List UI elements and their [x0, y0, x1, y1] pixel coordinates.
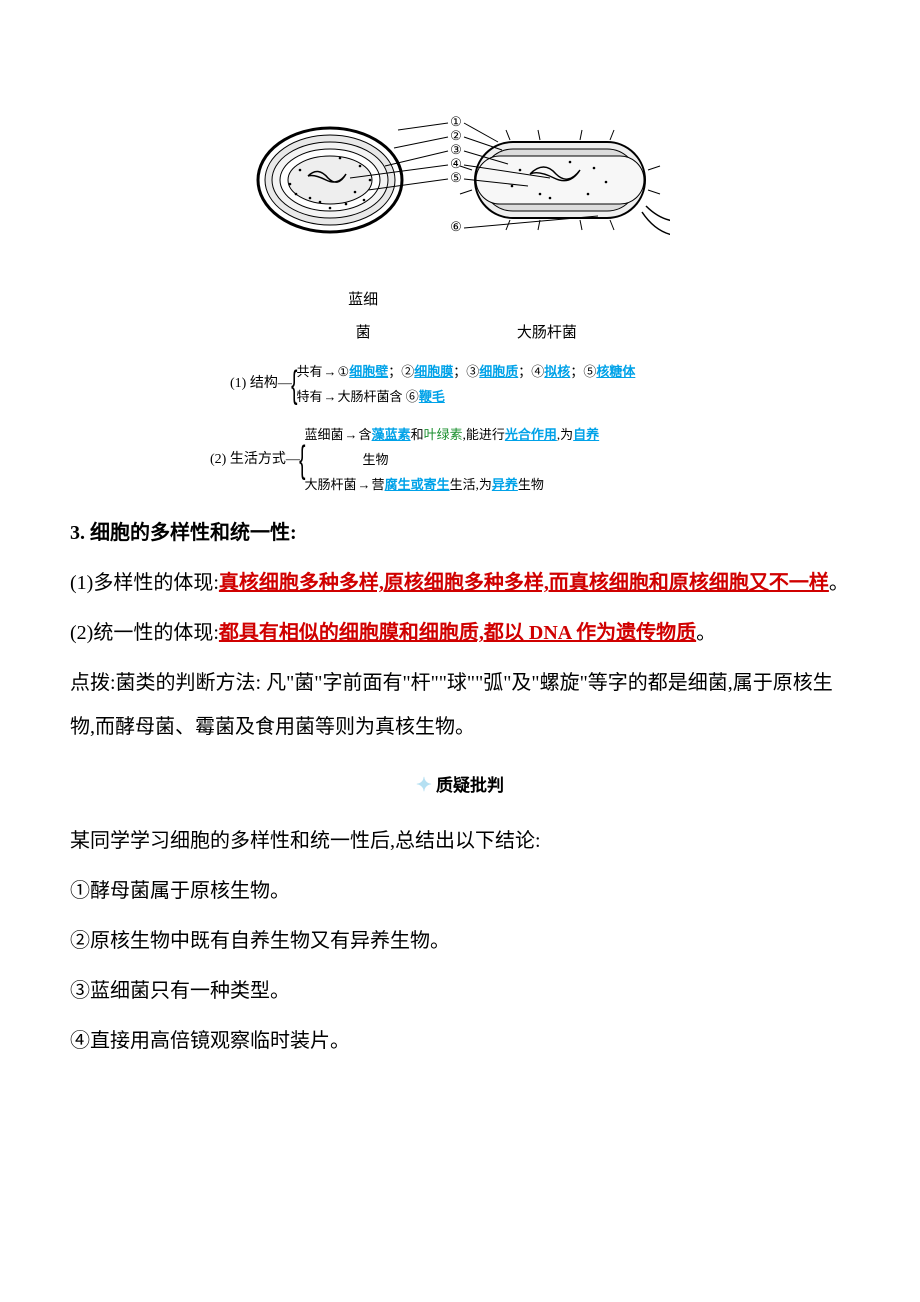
tree2-branch-b-text: 营腐生或寄生生活,为异养生物: [372, 473, 544, 498]
brace-icon: {: [299, 441, 305, 479]
tree-lifestyle: (2) 生活方式— { 蓝细菌 含藻蓝素和叶绿素,能进行光合作用,为自养 生物 …: [210, 423, 850, 497]
p2-red-text: 都具有相似的细胞膜和细胞质,都以 DNA 作为遗传物质: [219, 622, 696, 644]
tree2-branch-a-label: 蓝细菌: [305, 423, 344, 448]
p2-pre: (2)统一性的体现:: [70, 622, 219, 644]
tree2-branch-a-text: 含藻蓝素和叶绿素,能进行光合作用,为自养: [359, 423, 600, 448]
p-diversity: (1)多样性的体现:真核细胞多种多样,原核细胞多种多样,而真核细胞和原核细胞又不…: [70, 561, 850, 605]
section-3-heading: 3. 细胞的多样性和统一性:: [70, 511, 850, 555]
brace-icon: {: [291, 366, 297, 404]
arrow-icon: [323, 385, 338, 410]
tree2-branch-b-label: 大肠杆菌: [305, 473, 357, 498]
p-tip: 点拨:菌类的判断方法: 凡"菌"字前面有"杆""球""弧"及"螺旋"等字的都是细…: [70, 661, 850, 749]
figure-caption-right: 大肠杆菌: [517, 317, 577, 350]
q-item-4: ④直接用高倍镜观察临时装片。: [70, 1019, 850, 1063]
arrow-icon: [344, 423, 359, 448]
question-heading: ✦质疑批判: [70, 765, 850, 807]
p1-post: 。: [829, 572, 849, 594]
svg-text:⑥: ⑥: [450, 219, 462, 234]
arrow-icon: [323, 360, 338, 385]
figure-caption-row: 蓝细菌 大肠杆菌: [70, 284, 850, 350]
tree1-branch-b-pre: 大肠杆菌含 ⑥: [338, 385, 419, 410]
tree1-branch-a-label: 共有: [297, 360, 323, 385]
q-item-1: ①酵母菌属于原核生物。: [70, 869, 850, 913]
q-intro: 某同学学习细胞的多样性和统一性后,总结出以下结论:: [70, 819, 850, 863]
p2-post: 。: [696, 622, 716, 644]
tree2-branch-a-line2: 生物: [363, 448, 389, 473]
arrow-icon: [357, 473, 372, 498]
q-item-2: ②原核生物中既有自养生物又有异养生物。: [70, 919, 850, 963]
svg-text:④: ④: [450, 156, 462, 171]
figure-caption-left: 蓝细菌: [343, 284, 383, 350]
page-root: ① ② ③ ④ ⑤ ⑥ 蓝细菌 大肠杆菌 (1) 结构— { 共有 ①细胞壁；②…: [0, 0, 920, 1302]
svg-text:③: ③: [450, 142, 462, 157]
p-unity: (2)统一性的体现:都具有相似的细胞膜和细胞质,都以 DNA 作为遗传物质。: [70, 611, 850, 655]
question-heading-text: 质疑批判: [436, 776, 504, 795]
tree1-branch-b-term: 鞭毛: [419, 385, 445, 410]
svg-text:②: ②: [450, 128, 462, 143]
cell-diagram-svg: ① ② ③ ④ ⑤ ⑥: [250, 100, 670, 260]
sparkle-icon: ✦: [416, 775, 432, 796]
tree1-branch-b-label: 特有: [297, 385, 323, 410]
svg-text:⑤: ⑤: [450, 170, 462, 185]
p1-red-text: 真核细胞多种多样,原核细胞多种多样,而真核细胞和原核细胞又不一样: [219, 572, 829, 594]
svg-text:①: ①: [450, 114, 462, 129]
p1-pre: (1)多样性的体现:: [70, 572, 219, 594]
figure-diagrams: ① ② ③ ④ ⑤ ⑥ 蓝细菌 大肠杆菌: [70, 100, 850, 350]
tree1-branch-a-items: ①细胞壁；②细胞膜；③细胞质；④拟核；⑤核糖体: [338, 360, 636, 385]
q-item-3: ③蓝细菌只有一种类型。: [70, 969, 850, 1013]
tree2-prefix: (2) 生活方式—: [210, 447, 300, 474]
tree-structure: (1) 结构— { 共有 ①细胞壁；②细胞膜；③细胞质；④拟核；⑤核糖体 特有 …: [230, 360, 850, 409]
tree1-prefix: (1) 结构—: [230, 371, 292, 398]
